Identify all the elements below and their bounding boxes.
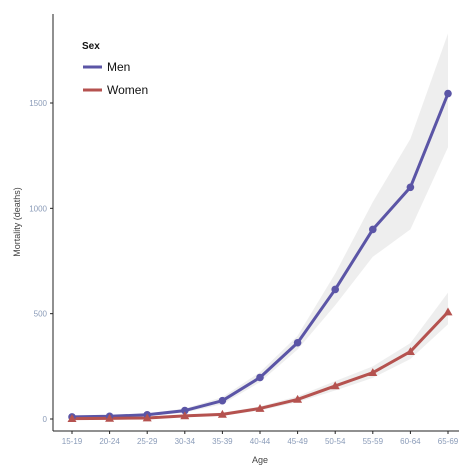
x-tick-label: 50-54: [325, 437, 346, 446]
data-point-women: [293, 394, 303, 403]
x-tick-label: 20-24: [99, 437, 120, 446]
y-ticks: 0 500 1000 1500: [29, 99, 53, 424]
data-point-men: [218, 396, 227, 405]
data-point-men: [181, 406, 189, 415]
data-point-women: [405, 347, 415, 355]
data-point-women: [443, 307, 453, 316]
x-tick-label: 60-64: [400, 437, 421, 446]
data-point-women: [142, 413, 152, 422]
data-point-men: [406, 183, 415, 192]
x-tick-label: 40-44: [250, 437, 271, 446]
confidence-band-women: [72, 292, 448, 419]
x-ticks: 15-19 20-24 25-29 30-34 35-39 40-44 45-49 50-54…: [62, 431, 459, 446]
x-tick-label: 30-34: [175, 437, 196, 446]
data-point-women: [368, 368, 378, 377]
legend: Sex Men Women: [82, 41, 148, 97]
x-tick-label: 15-19: [62, 437, 83, 446]
y-tick-label: 1500: [29, 99, 47, 108]
x-tick-label: 25-29: [137, 437, 158, 446]
legend-item-women: Women: [83, 83, 148, 97]
data-point-women: [67, 414, 77, 422]
data-point-men: [331, 285, 340, 294]
legend-label-men: Men: [107, 60, 130, 74]
data-point-men: [293, 338, 302, 347]
data-point-women: [255, 403, 265, 412]
x-tick-label: 55-59: [363, 437, 384, 446]
x-axis-title: Age: [252, 455, 268, 465]
plot-axes: [52, 14, 459, 432]
data-point-women: [330, 381, 340, 390]
data-point-men: [256, 373, 264, 382]
x-tick-label: 45-49: [287, 437, 308, 446]
y-tick-label: 0: [43, 415, 48, 424]
x-tick-label: 35-39: [212, 437, 233, 446]
legend-item-men: Men: [83, 60, 130, 74]
legend-title: Sex: [82, 41, 100, 52]
y-tick-label: 500: [34, 310, 48, 319]
data-point-men: [444, 89, 452, 98]
series-markers: [67, 89, 453, 422]
y-axis-title: Mortality (deaths): [12, 187, 22, 257]
data-point-men: [369, 225, 377, 234]
data-point-women: [105, 413, 115, 422]
y-tick-label: 1000: [29, 204, 47, 213]
data-point-women: [217, 409, 227, 418]
data-point-women: [180, 411, 190, 420]
x-tick-label: 65-69: [438, 437, 459, 446]
series-lines: [70, 92, 450, 421]
legend-label-women: Women: [107, 83, 148, 97]
